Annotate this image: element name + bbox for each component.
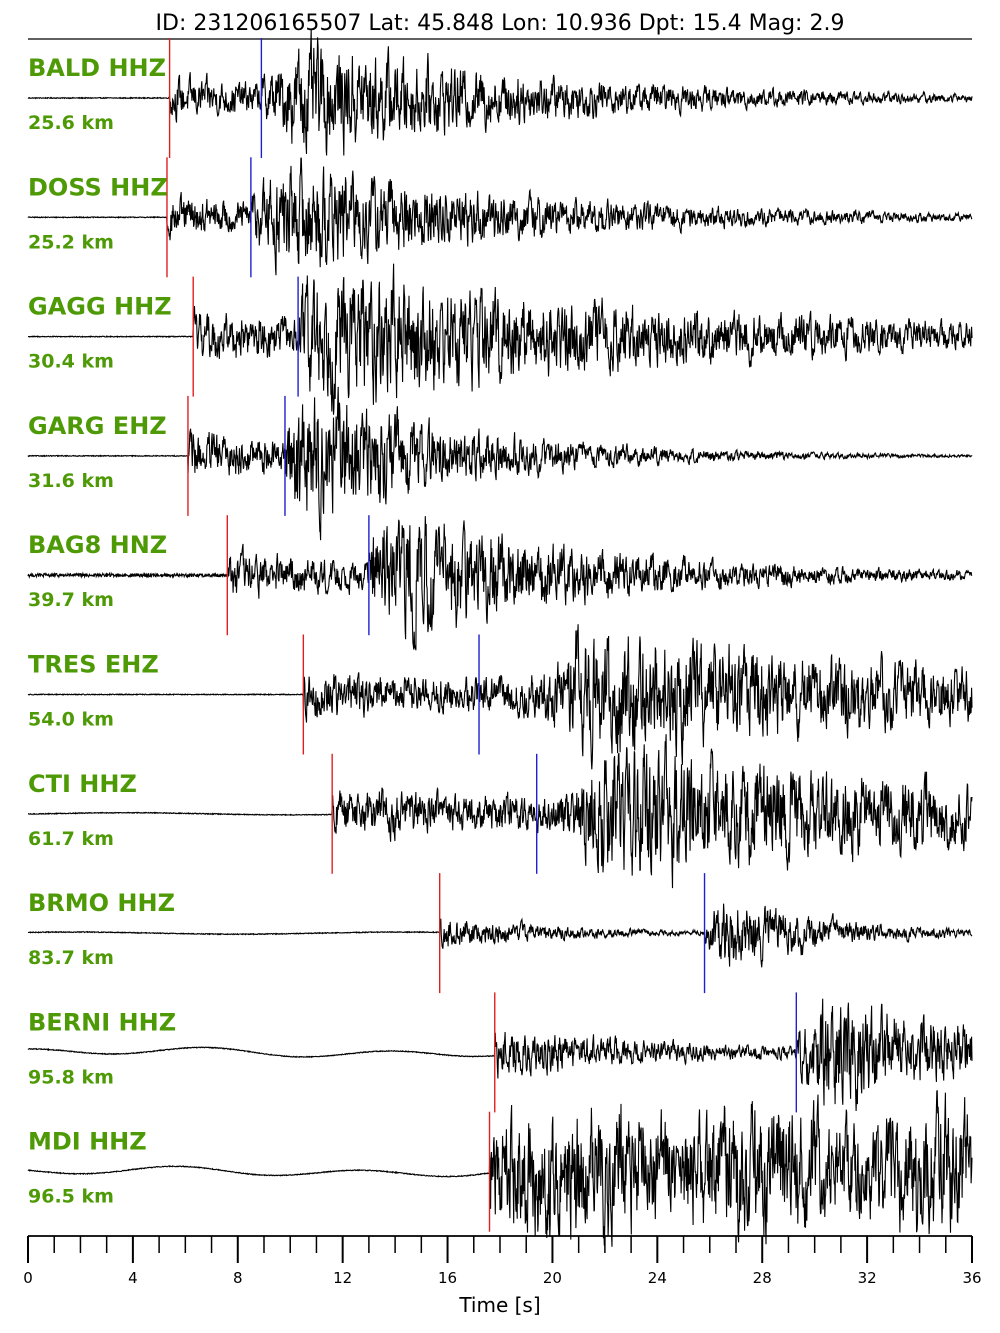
traces-group: BALD HHZ 25.6 km DOSS HHZ 25.2 km GAGG HHZ 30… — [27, 29, 973, 1247]
x-tick-label: 20 — [543, 1269, 562, 1287]
distance-label: 96.5 km — [28, 1186, 114, 1208]
waveform-line — [27, 386, 973, 541]
distance-label: 54.0 km — [28, 709, 114, 731]
waveform-line — [27, 29, 973, 156]
waveform-line — [28, 263, 973, 415]
waveform-line — [27, 998, 973, 1112]
x-tick-label: 12 — [333, 1269, 352, 1287]
x-axis-label: Time [s] — [458, 1293, 540, 1317]
station-label: DOSS HHZ — [28, 173, 168, 201]
waveform-line — [27, 516, 973, 651]
distance-label: 83.7 km — [28, 947, 114, 969]
station-label: CTI HHZ — [28, 770, 137, 798]
station-trace-8: BERNI HHZ 95.8 km — [27, 992, 973, 1113]
x-tick-label: 8 — [233, 1269, 243, 1287]
waveform-line — [27, 624, 973, 770]
waveform-line — [27, 157, 973, 276]
station-label: MDI HHZ — [28, 1128, 147, 1156]
station-trace-9: MDI HHZ 96.5 km — [27, 1090, 973, 1247]
station-trace-0: BALD HHZ 25.6 km — [27, 29, 973, 158]
station-trace-4: BAG8 HNZ 39.7 km — [27, 515, 973, 651]
distance-label: 61.7 km — [28, 828, 114, 850]
chart-title: ID: 231206165507 Lat: 45.848 Lon: 10.936… — [156, 11, 845, 36]
waveform-line — [27, 903, 973, 968]
x-tick-label: 16 — [438, 1269, 457, 1287]
station-trace-2: GAGG HHZ 30.4 km — [28, 263, 973, 415]
x-tick-label: 36 — [962, 1269, 981, 1287]
station-label: BALD HHZ — [28, 54, 166, 82]
x-tick-label: 4 — [128, 1269, 138, 1287]
distance-label: 25.6 km — [28, 112, 114, 134]
distance-label: 31.6 km — [28, 470, 114, 492]
station-trace-6: CTI HHZ 61.7 km — [28, 734, 973, 889]
distance-label: 30.4 km — [28, 351, 114, 373]
distance-label: 95.8 km — [28, 1066, 114, 1088]
x-tick-label: 24 — [648, 1269, 667, 1287]
x-tick-label: 32 — [858, 1269, 877, 1287]
station-label: TRES EHZ — [28, 651, 159, 679]
station-label: BAG8 HNZ — [28, 531, 167, 559]
station-label: BERNI HHZ — [28, 1008, 176, 1036]
x-tick-label: 28 — [753, 1269, 772, 1287]
station-label: BRMO HHZ — [28, 889, 175, 917]
distance-label: 25.2 km — [28, 231, 114, 253]
station-trace-7: BRMO HHZ 83.7 km — [27, 873, 973, 994]
distance-label: 39.7 km — [28, 589, 114, 611]
station-trace-5: TRES EHZ 54.0 km — [27, 624, 973, 770]
station-trace-3: GARG EHZ 31.6 km — [27, 386, 973, 541]
x-tick-label: 0 — [23, 1269, 33, 1287]
station-label: GAGG HHZ — [28, 293, 172, 321]
time-axis: 0 4 8 12 16 20 24 28 32 36 — [23, 1235, 982, 1287]
waveform-line — [27, 1090, 973, 1247]
station-trace-1: DOSS HHZ 25.2 km — [27, 157, 973, 278]
waveform-line — [28, 734, 973, 889]
station-label: GARG EHZ — [28, 412, 167, 440]
